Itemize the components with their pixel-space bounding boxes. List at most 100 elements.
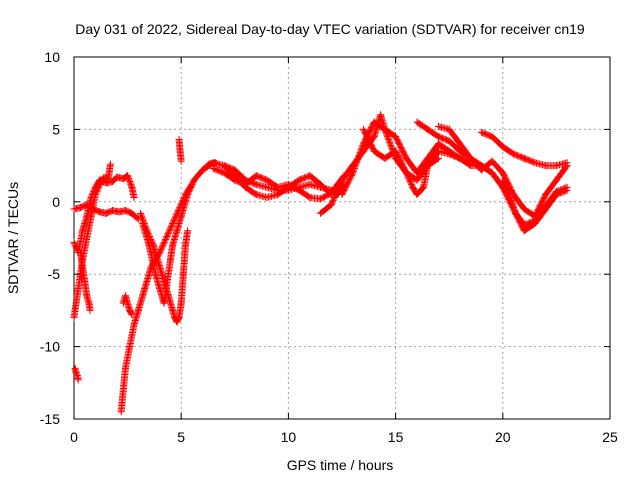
data-point (504, 188, 512, 196)
data-point (502, 183, 510, 191)
data-point (328, 199, 336, 207)
data-point (357, 146, 365, 154)
data-point (163, 233, 171, 241)
data-point (184, 191, 192, 199)
y-tick-label: 5 (52, 121, 60, 137)
x-tick-label: 0 (70, 429, 78, 445)
data-point (70, 238, 78, 246)
data-point (329, 196, 337, 204)
y-tick-label: -10 (40, 339, 60, 355)
data-point (351, 163, 359, 171)
series-track-s (477, 128, 571, 170)
data-point (93, 186, 101, 194)
data-point (387, 143, 395, 151)
y-axis-label: SDTVAR / TECUs (5, 182, 21, 294)
data-point (189, 179, 197, 187)
data-point (353, 157, 361, 165)
series-track-j (175, 136, 185, 165)
data-point (251, 180, 259, 188)
data-point (354, 156, 362, 164)
data-point (434, 154, 442, 162)
data-point (349, 167, 357, 175)
data-point (170, 217, 178, 225)
series-track-m (220, 162, 335, 201)
data-point (165, 228, 173, 236)
data-point (406, 176, 414, 184)
data-point (404, 173, 412, 181)
series-track-d (76, 248, 94, 314)
data-point (162, 234, 170, 242)
data-point (167, 224, 175, 232)
x-axis-label: GPS time / hours (287, 457, 394, 473)
series-track-e (71, 364, 82, 384)
data-point (329, 198, 337, 206)
y-tick-label: 10 (44, 49, 60, 65)
data-point (124, 173, 132, 181)
data-point (334, 186, 342, 194)
data-point (86, 306, 94, 314)
data-point (177, 157, 185, 165)
data-point (335, 182, 343, 190)
data-point (138, 212, 146, 220)
data-point (167, 222, 175, 230)
data-point (184, 189, 192, 197)
data-point (530, 158, 538, 166)
axis-ticks: 0 5 10 15 20 25 -15 -10 -5 0 5 10 (40, 49, 618, 445)
data-point (165, 227, 173, 235)
series-track-g (119, 292, 136, 319)
data-point (160, 240, 168, 248)
data-point (407, 179, 415, 187)
data-point (334, 185, 342, 193)
data-point (164, 230, 172, 238)
data-point (130, 193, 138, 201)
data-point (384, 134, 392, 142)
x-tick-label: 5 (177, 429, 185, 445)
y-tick-label: -15 (40, 411, 60, 427)
data-point (505, 189, 513, 197)
data-point (332, 191, 340, 199)
data-point (351, 162, 359, 170)
data-point (71, 240, 79, 248)
x-tick-label: 20 (495, 429, 511, 445)
data-point (358, 143, 366, 151)
series-track-b (70, 201, 142, 223)
data-point (386, 140, 394, 148)
data-point (354, 154, 362, 162)
data-point (356, 149, 364, 157)
data-point (503, 186, 511, 194)
data-point (127, 310, 135, 318)
data-point (168, 221, 176, 229)
data-marks (70, 111, 571, 416)
data-point (335, 183, 343, 191)
data-point (350, 166, 358, 174)
data-point (125, 176, 133, 184)
series-track-p (359, 125, 442, 199)
data-point (126, 178, 134, 186)
data-point (166, 225, 174, 233)
y-tick-label: 0 (52, 194, 60, 210)
data-point (186, 186, 194, 194)
data-point (337, 179, 345, 187)
data-point (403, 170, 411, 178)
data-point (95, 183, 103, 191)
data-point (126, 179, 134, 187)
data-point (92, 189, 100, 197)
data-point (332, 189, 340, 197)
data-point (350, 164, 358, 172)
data-point (407, 180, 415, 188)
data-point (159, 241, 167, 249)
data-point (186, 185, 194, 193)
y-tick-label: -5 (48, 266, 61, 282)
chart-title: Day 031 of 2022, Sidereal Day-to-day VTE… (75, 21, 585, 37)
data-point (137, 211, 145, 219)
x-tick-label: 15 (388, 429, 404, 445)
data-point (124, 172, 132, 180)
data-point (71, 241, 79, 249)
series-track-r (434, 123, 571, 220)
data-point (402, 169, 410, 177)
data-point (185, 188, 193, 196)
data-point (158, 243, 166, 251)
data-point (169, 220, 177, 228)
data-point (125, 175, 133, 183)
